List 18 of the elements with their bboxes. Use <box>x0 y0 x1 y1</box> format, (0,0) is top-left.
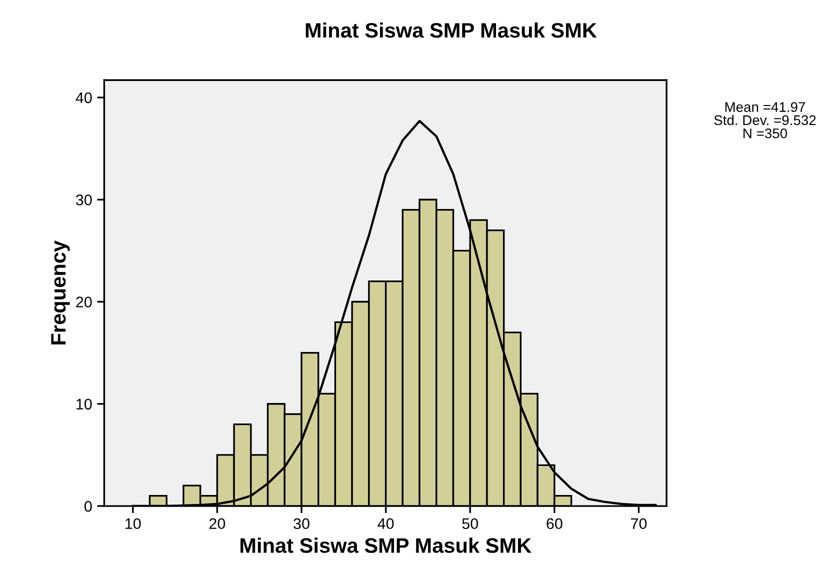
x-tick-label: 30 <box>294 518 310 530</box>
x-tick-label: 20 <box>209 518 226 530</box>
x-tick-label: 50 <box>462 518 478 530</box>
y-tick-label: 30 <box>76 194 92 206</box>
y-tick-label: 20 <box>76 296 92 308</box>
chart-title: Minat Siswa SMP Masuk SMK <box>306 22 597 38</box>
x-tick-label: 10 <box>126 518 141 530</box>
text: Mean =41.97 <box>725 102 806 112</box>
y-axis-title: Frequency <box>51 240 70 344</box>
x-tick-label: 70 <box>631 518 647 530</box>
y-tick-label: 0 <box>84 500 92 512</box>
text: Std. Dev. =9.532 <box>714 114 816 126</box>
y-tick-label: 40 <box>76 92 92 104</box>
x-tick-label: 40 <box>378 518 394 530</box>
y-tick-label: 10 <box>76 398 92 410</box>
text: N =350 <box>744 128 788 138</box>
x-axis-title: Minat Siswa SMP Masuk SMK <box>240 538 532 553</box>
x-tick-label: 60 <box>546 518 562 530</box>
